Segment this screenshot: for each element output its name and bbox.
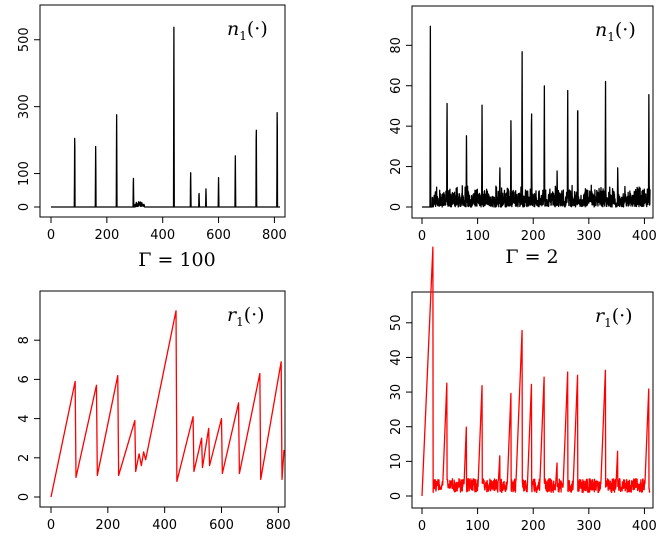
y-tick-label: 80 <box>389 37 404 54</box>
x-tick-label: 0 <box>418 519 426 534</box>
x-tick-label: 600 <box>206 228 231 243</box>
x-tick-label: 400 <box>152 518 177 533</box>
x-tick-label: 0 <box>418 229 426 244</box>
x-tick-label: 100 <box>465 229 490 244</box>
gamma-label-left: Γ = 100 <box>138 249 215 271</box>
n1-gamma-2-panel: 0 100 200 300 400 0 20 40 60 80 n1(·) <box>389 5 657 244</box>
series-line <box>421 25 651 208</box>
y-tick-label: 4 <box>17 414 32 422</box>
y-tick-label: 0 <box>17 493 32 501</box>
x-tick-label: 400 <box>150 228 175 243</box>
x-tick-label: 800 <box>266 518 291 533</box>
y-tick-label: 60 <box>389 77 404 94</box>
y-tick-label: 40 <box>389 118 404 135</box>
y-tick-label: 20 <box>389 158 404 175</box>
x-tick-label: 200 <box>521 519 546 534</box>
y-tick-label: 40 <box>389 349 404 366</box>
x-tick-label: 600 <box>209 518 234 533</box>
x-tick-label: 200 <box>94 228 119 243</box>
n1-gamma-100-panel: 0 200 400 600 800 0 100 300 500 n1(·) <box>17 4 287 243</box>
x-tick-label: 300 <box>576 229 601 244</box>
gamma-label-right: Γ = 2 <box>505 246 558 268</box>
y-tick-label: 2 <box>17 454 32 462</box>
panel-label: n1(·) <box>595 19 636 44</box>
plot-frame <box>39 290 286 508</box>
y-tick-label: 0 <box>389 492 404 500</box>
panel-label: n1(·) <box>227 18 268 43</box>
y-tick-label: 300 <box>17 94 32 119</box>
x-tick-label: 200 <box>95 518 120 533</box>
plot-frame <box>411 5 654 219</box>
r1-gamma-2-panel: 0 100 200 300 400 0 10 20 30 40 50 r1(·) <box>389 246 657 534</box>
x-tick-label: 0 <box>47 518 55 533</box>
y-tick-label: 0 <box>17 203 32 211</box>
y-tick-label: 20 <box>389 418 404 435</box>
y-tick-label: 50 <box>389 315 404 332</box>
panel-label: r1(·) <box>595 305 633 330</box>
x-tick-label: 800 <box>262 228 287 243</box>
plot-frame <box>411 291 654 509</box>
series-line <box>50 26 281 208</box>
y-tick-label: 100 <box>17 161 32 186</box>
y-tick-label: 0 <box>389 203 404 211</box>
panel-label: r1(·) <box>227 304 265 329</box>
y-tick-label: 8 <box>17 336 32 344</box>
series-line <box>50 310 285 498</box>
r1-gamma-100-panel: 0 200 400 600 800 0 2 4 6 8 r1(·) <box>17 290 291 533</box>
y-tick-label: 30 <box>389 384 404 401</box>
x-tick-label: 100 <box>465 519 490 534</box>
y-tick-label: 10 <box>389 453 404 470</box>
x-tick-label: 200 <box>521 229 546 244</box>
x-tick-label: 400 <box>632 519 657 534</box>
x-tick-label: 300 <box>576 519 601 534</box>
x-tick-label: 0 <box>47 228 55 243</box>
y-tick-label: 500 <box>17 27 32 52</box>
y-tick-label: 6 <box>17 375 32 383</box>
x-tick-label: 400 <box>632 229 657 244</box>
series-line <box>421 246 651 497</box>
